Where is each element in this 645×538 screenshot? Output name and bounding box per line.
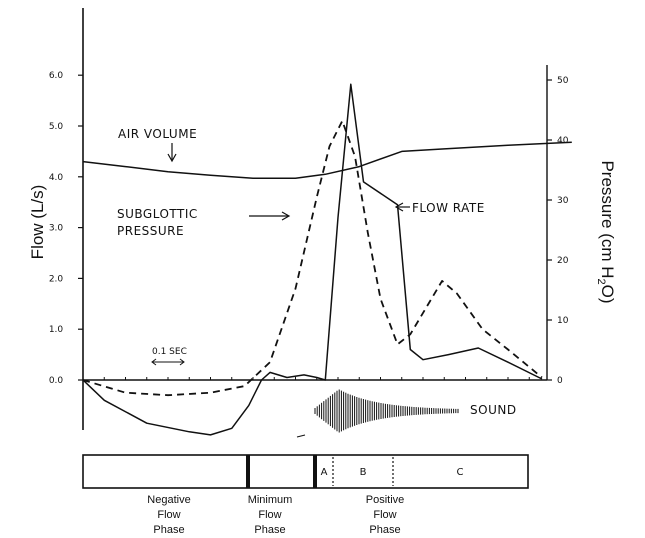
annotation-sound: SOUND [470, 403, 517, 417]
right-axis-title: Pressure (cm H2O) [595, 160, 617, 303]
left-axis-title: Flow (L/s) [28, 185, 47, 260]
time-scale-right-arrow [179, 358, 185, 366]
segment-label-a: A [321, 467, 328, 478]
annotation-subglottic: SUBGLOTTIC [117, 207, 198, 221]
left-tick-label: 2.0 [49, 274, 64, 284]
right-tick-label: 10 [557, 316, 569, 326]
positive-phase-line2: Flow [373, 509, 396, 521]
small-mark [296, 434, 306, 438]
segment-label-b: B [360, 467, 367, 478]
minimum-phase-line3: Phase [254, 524, 285, 536]
positive-phase-line3: Phase [369, 524, 400, 536]
time-scale-label: 0.1 SEC [152, 347, 187, 357]
minimum-phase-line1: Minimum [248, 494, 293, 506]
negative-phase-line1: Negative [147, 494, 190, 506]
subglottic-arrow-head [281, 211, 291, 221]
flow-rate-arrow-head [394, 202, 404, 212]
air-volume-arrow-head [167, 153, 177, 163]
flow-rate-line [82, 83, 543, 436]
right-ticks: 0 10 20 30 40 50 [547, 76, 569, 386]
right-tick-label: 30 [557, 196, 569, 206]
right-axis-title-suffix: O) [598, 285, 617, 304]
left-tick-label: 1.0 [49, 325, 64, 335]
subglottic-pressure-line [82, 120, 543, 397]
negative-phase-line3: Phase [153, 524, 184, 536]
minimum-phase-line2: Flow [258, 509, 281, 521]
annotation-air-volume: AIR VOLUME [118, 127, 197, 141]
series-layer [82, 83, 572, 436]
right-tick-label: 20 [557, 256, 569, 266]
sound-waveform [314, 389, 459, 433]
air-volume-line [82, 141, 572, 180]
positive-phase-line1: Positive [366, 494, 405, 506]
right-tick-label: 40 [557, 136, 569, 146]
left-ticks: 0.0 1.0 2.0 3.0 4.0 5.0 6.0 [49, 71, 83, 386]
negative-phase-line2: Flow [157, 509, 180, 521]
left-tick-label: 0.0 [49, 376, 64, 386]
time-scale-left-arrow [151, 358, 157, 366]
right-tick-label: 50 [557, 76, 569, 86]
left-tick-label: 5.0 [49, 122, 64, 132]
annotation-flow-rate: FLOW RATE [412, 201, 485, 215]
left-tick-label: 6.0 [49, 71, 64, 81]
left-tick-label: 3.0 [49, 224, 64, 234]
annotation-pressure: PRESSURE [117, 224, 184, 238]
right-axis-title-prefix: Pressure (cm H [598, 160, 617, 278]
right-axis-title-subscript: 2 [595, 279, 607, 285]
left-tick-label: 4.0 [49, 173, 64, 183]
phase-bar [82, 454, 529, 489]
segment-label-c: C [457, 467, 464, 478]
right-tick-label: 0 [557, 376, 563, 386]
